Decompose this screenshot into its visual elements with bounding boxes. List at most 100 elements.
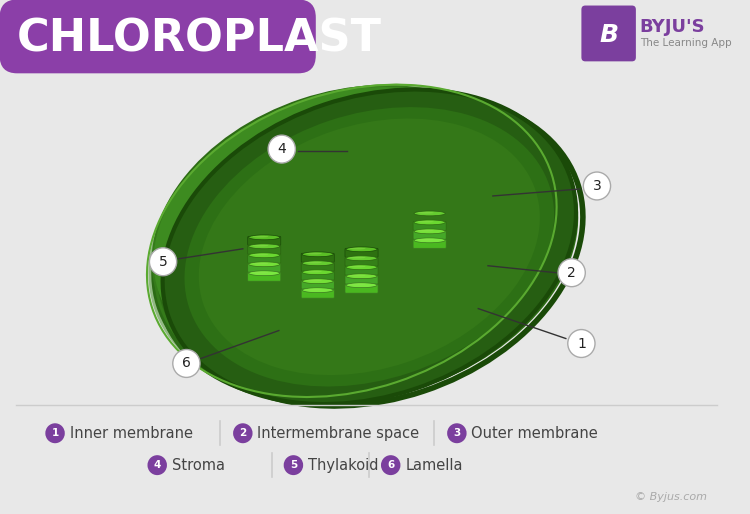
Ellipse shape — [418, 230, 434, 231]
Ellipse shape — [286, 234, 320, 240]
FancyBboxPatch shape — [286, 256, 321, 266]
Ellipse shape — [271, 169, 306, 175]
FancyBboxPatch shape — [374, 233, 408, 243]
FancyBboxPatch shape — [328, 224, 365, 234]
Ellipse shape — [286, 224, 320, 230]
Ellipse shape — [249, 253, 280, 258]
Ellipse shape — [184, 124, 496, 361]
Ellipse shape — [286, 244, 320, 250]
Ellipse shape — [358, 189, 394, 195]
FancyBboxPatch shape — [248, 236, 280, 245]
FancyBboxPatch shape — [345, 275, 378, 284]
Circle shape — [149, 248, 177, 276]
FancyBboxPatch shape — [345, 248, 378, 258]
Ellipse shape — [176, 118, 508, 370]
FancyBboxPatch shape — [270, 181, 307, 191]
Ellipse shape — [379, 222, 395, 224]
Ellipse shape — [406, 175, 422, 177]
FancyBboxPatch shape — [302, 271, 334, 280]
FancyBboxPatch shape — [270, 191, 307, 201]
FancyBboxPatch shape — [270, 201, 307, 211]
Ellipse shape — [315, 209, 350, 215]
Text: Outer membrane: Outer membrane — [472, 426, 598, 440]
FancyBboxPatch shape — [270, 171, 307, 181]
Ellipse shape — [184, 107, 554, 387]
Ellipse shape — [199, 164, 446, 347]
Ellipse shape — [379, 212, 395, 214]
Ellipse shape — [169, 112, 520, 380]
Ellipse shape — [302, 279, 333, 284]
Ellipse shape — [275, 160, 293, 162]
Ellipse shape — [363, 170, 381, 172]
Ellipse shape — [291, 215, 308, 217]
Ellipse shape — [329, 222, 364, 228]
Ellipse shape — [358, 179, 394, 185]
Ellipse shape — [286, 254, 320, 260]
Ellipse shape — [275, 210, 293, 212]
Ellipse shape — [379, 232, 395, 234]
FancyBboxPatch shape — [400, 156, 436, 166]
Ellipse shape — [358, 139, 394, 145]
FancyBboxPatch shape — [314, 181, 351, 191]
Text: 2: 2 — [567, 266, 576, 280]
Circle shape — [447, 423, 466, 443]
Ellipse shape — [329, 242, 364, 248]
FancyBboxPatch shape — [345, 258, 378, 266]
Ellipse shape — [374, 251, 407, 256]
Ellipse shape — [291, 255, 308, 257]
Ellipse shape — [253, 254, 268, 255]
FancyBboxPatch shape — [358, 151, 395, 161]
Ellipse shape — [271, 199, 306, 205]
FancyBboxPatch shape — [358, 171, 395, 181]
Ellipse shape — [188, 138, 482, 359]
Ellipse shape — [222, 124, 497, 327]
FancyBboxPatch shape — [400, 176, 436, 186]
Ellipse shape — [346, 283, 377, 288]
Circle shape — [584, 172, 610, 200]
Ellipse shape — [306, 288, 322, 290]
Ellipse shape — [320, 160, 337, 162]
FancyBboxPatch shape — [413, 204, 446, 212]
Circle shape — [148, 455, 167, 475]
Circle shape — [558, 259, 585, 287]
FancyBboxPatch shape — [358, 181, 395, 191]
Text: 6: 6 — [182, 356, 190, 371]
Ellipse shape — [334, 243, 352, 245]
Ellipse shape — [363, 180, 381, 182]
Ellipse shape — [401, 194, 434, 200]
Ellipse shape — [358, 169, 394, 175]
Ellipse shape — [286, 214, 320, 219]
Ellipse shape — [334, 253, 352, 255]
Ellipse shape — [379, 252, 395, 254]
Ellipse shape — [306, 280, 322, 281]
Ellipse shape — [210, 120, 503, 341]
Text: Intermembrane space: Intermembrane space — [257, 426, 419, 440]
Ellipse shape — [153, 89, 551, 393]
Ellipse shape — [275, 180, 293, 182]
Circle shape — [172, 350, 200, 377]
Circle shape — [381, 455, 400, 475]
Circle shape — [268, 135, 296, 163]
Ellipse shape — [271, 179, 306, 185]
Ellipse shape — [358, 159, 394, 165]
Ellipse shape — [406, 165, 422, 167]
Ellipse shape — [320, 140, 337, 142]
FancyBboxPatch shape — [248, 272, 280, 281]
Ellipse shape — [334, 233, 352, 235]
FancyBboxPatch shape — [302, 262, 334, 271]
Ellipse shape — [320, 190, 337, 192]
Ellipse shape — [374, 221, 407, 227]
Text: 6: 6 — [387, 460, 394, 470]
Ellipse shape — [334, 223, 352, 225]
Ellipse shape — [302, 261, 333, 266]
FancyBboxPatch shape — [328, 234, 365, 244]
Ellipse shape — [363, 150, 381, 152]
Text: BYJU'S: BYJU'S — [640, 19, 706, 36]
Ellipse shape — [257, 133, 534, 339]
FancyBboxPatch shape — [302, 280, 334, 289]
Ellipse shape — [286, 264, 320, 269]
Ellipse shape — [306, 271, 322, 272]
FancyBboxPatch shape — [328, 254, 365, 264]
FancyBboxPatch shape — [374, 203, 408, 213]
Text: 1: 1 — [52, 428, 58, 438]
